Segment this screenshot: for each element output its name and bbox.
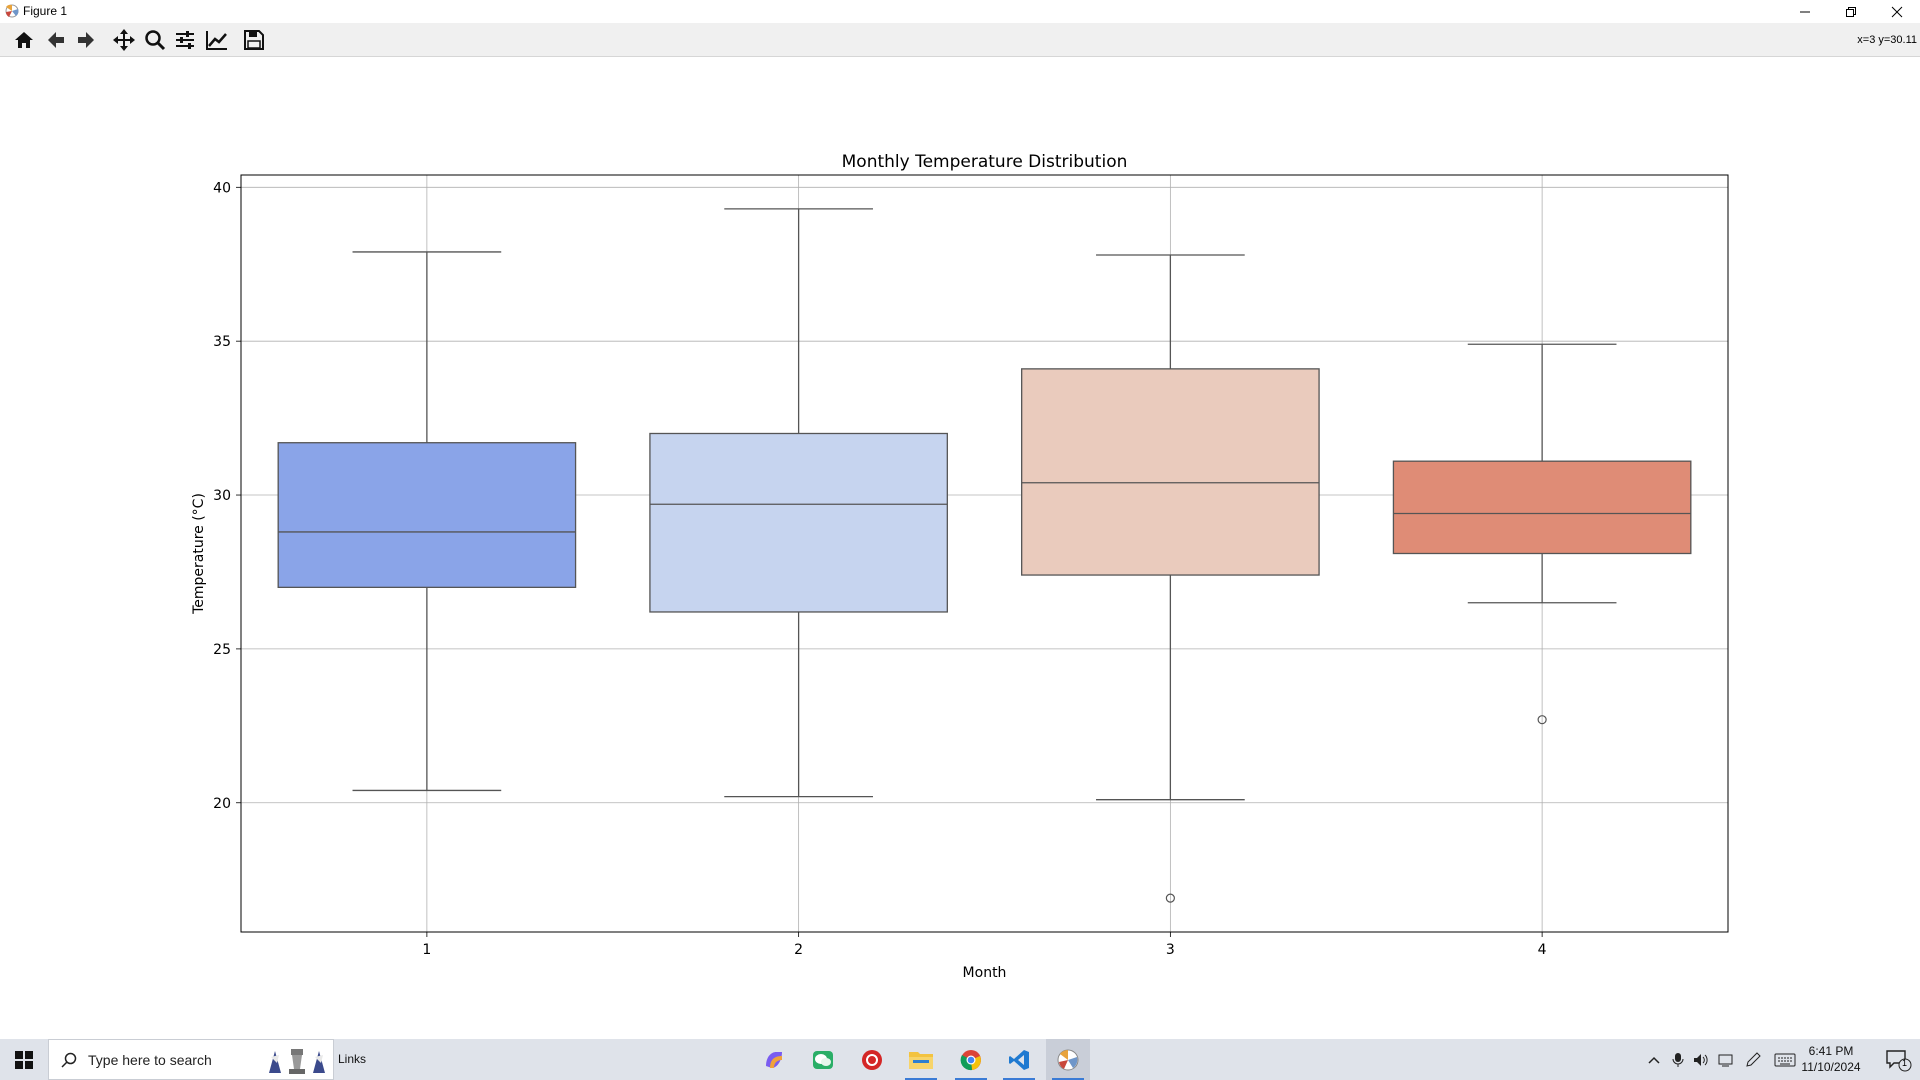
notification-icon (1886, 1050, 1912, 1072)
windows-icon (15, 1050, 33, 1069)
outlier-point (1165, 893, 1175, 903)
file-explorer-icon (909, 1051, 933, 1069)
home-button[interactable] (10, 27, 38, 53)
home-icon (15, 32, 33, 48)
axes-frame (240, 174, 1729, 933)
minimize-button[interactable] (1782, 0, 1828, 23)
floppy-icon (244, 30, 264, 50)
search-highlight-icon (269, 1049, 325, 1074)
python-figure-icon (1057, 1049, 1079, 1070)
cursor-coordinates: x=3 y=30.11 (1857, 34, 1917, 46)
tray-network[interactable] (1716, 1039, 1736, 1080)
x-axis-label: Month (963, 965, 1007, 981)
pan-button[interactable] (110, 27, 138, 53)
edit-axes-button[interactable] (203, 27, 231, 53)
move-icon (113, 29, 135, 51)
forward-button[interactable] (72, 27, 100, 53)
configure-subplots-button[interactable] (171, 27, 199, 53)
network-icon (1718, 1054, 1733, 1066)
box-month-3 (1021, 368, 1320, 576)
tray-volume[interactable] (1691, 1039, 1711, 1080)
red-app-icon (862, 1049, 882, 1070)
clock-date: 11/10/2024 (1801, 1060, 1861, 1074)
restore-icon (1846, 6, 1856, 17)
taskbar-clock[interactable]: 6:41 PM 11/10/2024 (1796, 1043, 1866, 1075)
close-button[interactable] (1874, 0, 1920, 23)
minimize-icon (1800, 11, 1810, 12)
y-tick-label: 35 (213, 334, 231, 350)
python-figure-app[interactable] (1046, 1039, 1090, 1080)
red-app[interactable] (850, 1039, 894, 1080)
y-tick-label: 20 (213, 796, 231, 812)
file-explorer-app[interactable] (899, 1039, 943, 1080)
tray-keyboard[interactable] (1772, 1039, 1798, 1080)
sliders-icon (176, 31, 194, 49)
taskbar-search[interactable]: Type here to search (48, 1039, 334, 1080)
box-month-1 (277, 442, 577, 588)
restore-button[interactable] (1828, 0, 1874, 23)
pen-icon (1746, 1051, 1761, 1067)
tray-pen[interactable] (1743, 1039, 1763, 1080)
copilot-icon (766, 1051, 782, 1068)
x-tick-label: 4 (1538, 942, 1547, 958)
close-icon (1891, 6, 1903, 17)
search-placeholder: Type here to search (88, 1052, 212, 1068)
chart-title: Monthly Temperature Distribution (842, 152, 1128, 172)
taskbar: Type here to search Links (0, 1039, 1920, 1080)
back-button[interactable] (42, 27, 70, 53)
matplotlib-icon (5, 4, 19, 18)
wechat-icon (813, 1050, 833, 1069)
x-tick-label: 1 (422, 942, 431, 958)
save-button[interactable] (240, 27, 268, 53)
wechat-app[interactable] (801, 1039, 845, 1080)
links-toolbar[interactable]: Links (338, 1052, 367, 1066)
clock-time: 6:41 PM (1808, 1044, 1854, 1058)
vscode-icon (1009, 1049, 1029, 1070)
window-title: Figure 1 (23, 4, 68, 18)
x-tick-label: 2 (794, 942, 803, 958)
chrome-app[interactable] (949, 1039, 993, 1080)
chrome-icon (960, 1049, 981, 1070)
chevron-up-icon (1648, 1056, 1660, 1064)
magnifier-icon (145, 30, 166, 51)
copilot-app[interactable] (752, 1039, 796, 1080)
box-month-2 (649, 432, 948, 613)
title-bar: Figure 1 (0, 0, 1920, 23)
x-tick-label: 3 (1166, 942, 1175, 958)
y-tick-label: 25 (213, 642, 231, 658)
notification-count: 1 (1902, 1058, 1908, 1068)
notification-center-button[interactable]: 1 (1884, 1047, 1912, 1073)
tray-microphone[interactable] (1668, 1039, 1688, 1080)
box-month-4 (1392, 460, 1692, 555)
y-tick-label: 40 (213, 180, 231, 196)
y-axis-label: Temperature (°C) (191, 493, 207, 615)
line-chart-icon (206, 31, 227, 50)
search-icon (61, 1052, 77, 1068)
volume-icon (1694, 1053, 1708, 1066)
tray-overflow[interactable] (1644, 1039, 1664, 1080)
figure-canvas[interactable]: 20 25 30 35 40 1 2 3 4 Monthly Temperature Distri… (0, 57, 1920, 1039)
keyboard-icon (1774, 1053, 1796, 1066)
navigation-toolbar: x=3 y=30.11 (0, 23, 1920, 57)
arrow-right-icon (78, 32, 94, 48)
start-button[interactable] (0, 1039, 48, 1080)
vscode-app[interactable] (997, 1039, 1041, 1080)
arrow-left-icon (48, 32, 64, 48)
outlier-point (1537, 715, 1547, 725)
box-plot[interactable]: 20 25 30 35 40 1 2 3 4 Monthly Temperature Distri… (0, 57, 1920, 1039)
zoom-button[interactable] (141, 27, 169, 53)
y-tick-label: 30 (213, 488, 231, 504)
microphone-icon (1672, 1052, 1684, 1067)
